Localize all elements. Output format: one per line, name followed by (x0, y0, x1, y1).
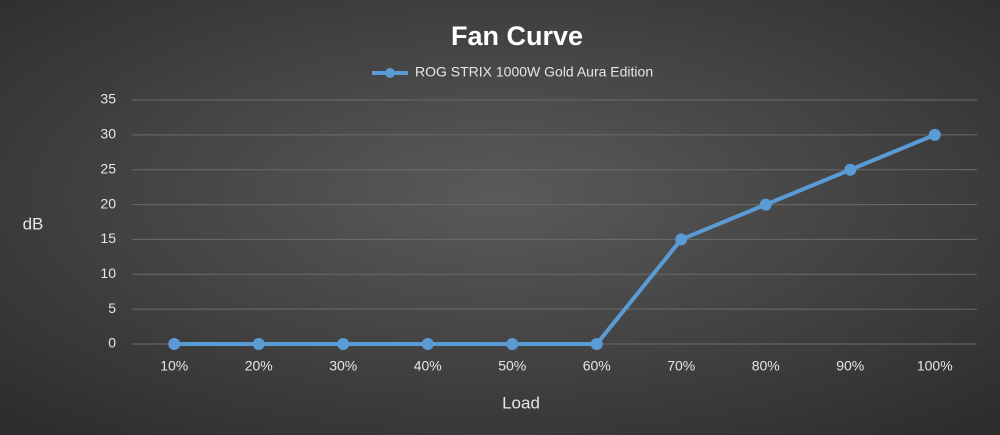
legend-label: ROG STRIX 1000W Gold Aura Edition (415, 64, 653, 80)
series-line (174, 133, 936, 346)
chart-title: Fan Curve (451, 21, 583, 51)
data-point (421, 338, 434, 350)
data-point (252, 338, 265, 350)
x-tick-label: 100% (917, 358, 953, 374)
data-point (675, 233, 688, 246)
y-tick-label: 20 (100, 195, 116, 211)
data-point (168, 338, 181, 350)
data-point (928, 128, 941, 141)
y-tick-label: 25 (100, 160, 116, 176)
x-tick-label: 20% (245, 358, 273, 374)
y-axis-label: dB (23, 214, 44, 233)
x-tick-label: 60% (583, 358, 611, 374)
y-tick-label: 5 (108, 300, 116, 316)
data-point (844, 163, 857, 176)
y-tick-label: 15 (100, 230, 116, 246)
x-tick-label: 40% (414, 358, 442, 374)
y-tick-label: 35 (100, 91, 116, 107)
y-tick-label: 30 (100, 126, 116, 142)
legend-marker (385, 68, 395, 78)
x-tick-label: 70% (667, 358, 695, 374)
x-axis-label: Load (502, 393, 540, 412)
x-tick-label: 30% (329, 358, 357, 374)
y-tick-label: 0 (108, 335, 116, 351)
data-point (590, 338, 603, 350)
x-tick-label: 10% (160, 358, 188, 374)
x-tick-label: 50% (498, 358, 526, 374)
x-tick-label: 80% (752, 358, 780, 374)
data-point (759, 198, 772, 211)
y-tick-label: 10 (100, 265, 116, 281)
data-point (506, 338, 519, 350)
data-point (337, 338, 350, 350)
x-tick-label: 90% (836, 358, 864, 374)
